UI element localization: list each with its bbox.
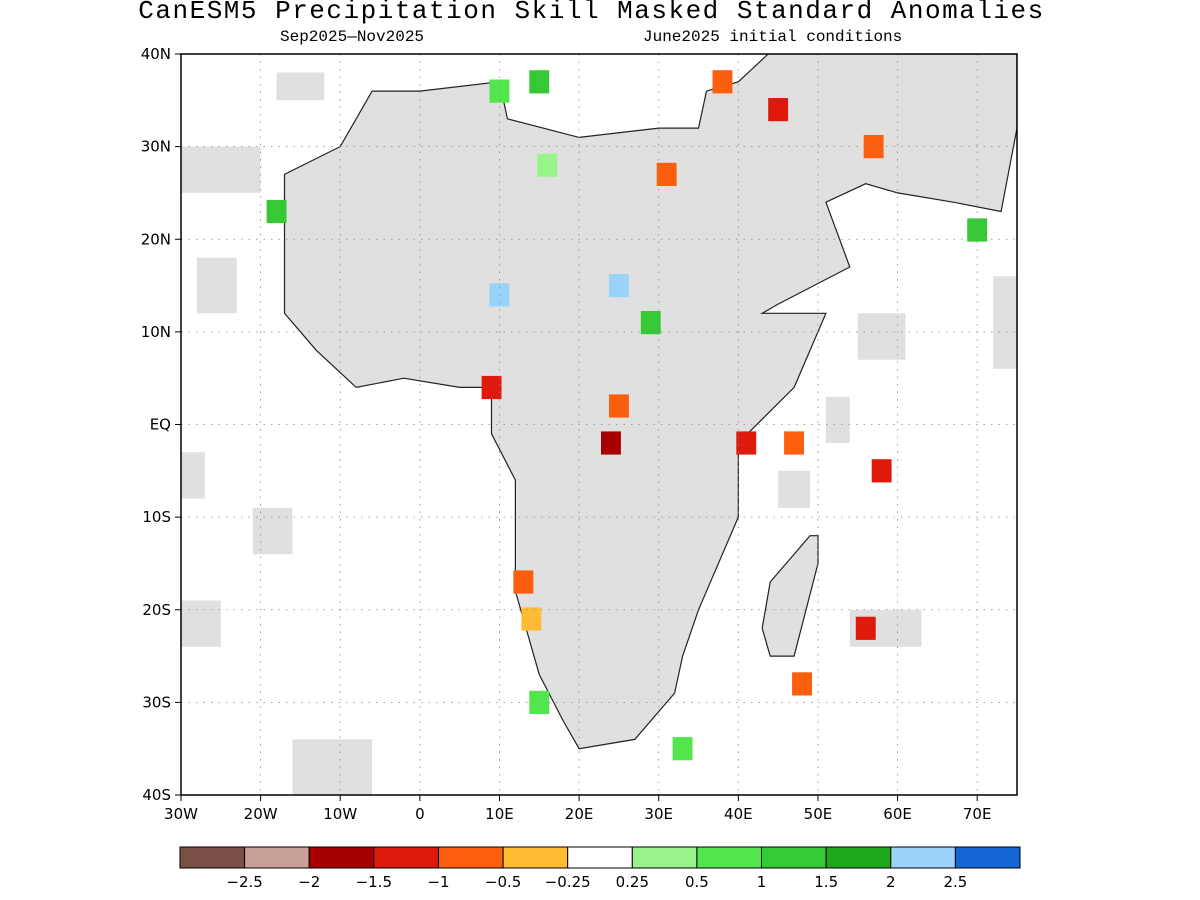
anomaly-patches [266, 70, 988, 761]
land-region [761, 535, 819, 657]
land-mask [181, 54, 1017, 795]
colorbar-swatch [696, 846, 763, 869]
anomaly-cell [601, 431, 621, 455]
colorbar-swatch [825, 846, 892, 869]
y-tick-label: 20S [142, 601, 171, 619]
colorbar-label: 2.5 [943, 873, 967, 891]
land-region [283, 54, 1017, 750]
land-region [252, 507, 293, 555]
anomaly-cell [266, 199, 287, 224]
x-tick-label: 30E [644, 805, 673, 823]
colorbar-swatch [567, 846, 633, 869]
x-tick-label: 10W [323, 805, 357, 823]
x-tick-label: 0 [415, 805, 425, 823]
initial-conditions: June2025 initial conditions [643, 28, 903, 46]
anomaly-cell [481, 375, 502, 400]
x-tick-label: 50E [804, 805, 833, 823]
anomaly-cell [855, 616, 876, 640]
land-region [292, 739, 373, 795]
colorbar-swatch [373, 846, 439, 869]
colorbar-swatch [761, 846, 827, 869]
y-tick-label: 40N [141, 45, 171, 63]
colorbar-swatch [438, 846, 504, 869]
anomaly-cell [529, 70, 550, 94]
anomaly-cell [871, 459, 892, 483]
anomaly-cell [489, 79, 510, 103]
land-region [825, 396, 850, 443]
anomaly-cell [672, 737, 693, 761]
land-region [276, 72, 325, 101]
land-region [196, 257, 237, 314]
x-tick-label: 20E [565, 805, 594, 823]
colorbar-swatch [890, 846, 956, 869]
x-tick-label: 10E [485, 805, 514, 823]
forecast-season: Sep2025—Nov2025 [280, 28, 425, 46]
colorbar-swatch [179, 846, 246, 869]
colorbar-label: 2 [886, 873, 896, 891]
colorbar-label: −2.5 [226, 873, 262, 891]
y-tick-label: 10S [142, 508, 171, 526]
anomaly-cell [609, 274, 629, 298]
anomaly-cell [537, 153, 558, 177]
colorbar-swatch [954, 846, 1021, 869]
anomaly-cell [736, 431, 757, 455]
colorbar-label: −1 [427, 873, 449, 891]
colorbar-label: −0.5 [485, 873, 521, 891]
colorbar-swatch [244, 846, 310, 869]
anomaly-cell [609, 394, 629, 418]
y-tick-label: 10N [141, 323, 171, 341]
x-tick-label: 60E [883, 805, 912, 823]
colorbar-label: 1 [757, 873, 767, 891]
anomaly-cell [792, 672, 812, 696]
anomaly-cell [640, 311, 661, 335]
colorbar-swatch [502, 846, 569, 869]
anomaly-cell [784, 431, 804, 455]
axis-ticks: 30W 20W 10W 0 10E 20E 30E 40E 50E 60E 70E 40N 30N 20N… [141, 45, 992, 823]
x-tick-label: 70E [963, 805, 992, 823]
x-tick-label: 30W [164, 805, 198, 823]
colorbar-label: −0.25 [545, 873, 591, 891]
land-region [778, 470, 810, 508]
anomaly-cell [712, 70, 733, 94]
colorbar-swatch [308, 846, 375, 869]
x-tick-label: 20W [244, 805, 278, 823]
land-region [993, 276, 1017, 369]
anomaly-cell [768, 98, 789, 122]
colorbar-label: 0.25 [616, 873, 649, 891]
anomaly-cell [863, 135, 884, 159]
y-tick-label: 40S [142, 786, 171, 804]
colorbar-label: 0.5 [685, 873, 709, 891]
anomaly-cell [529, 690, 550, 714]
colorbar-label: −2 [298, 873, 320, 891]
colorbar-label: 1.5 [814, 873, 838, 891]
land-region [857, 313, 906, 360]
anomaly-cell [967, 218, 988, 242]
colorbar-label: −1.5 [356, 873, 392, 891]
colorbar: −2.5 −2 −1.5 −1 −0.5 −0.25 0.25 0.5 1 1.5 2 2.5 [179, 846, 1021, 891]
y-tick-label: 20N [141, 230, 171, 248]
anomaly-cell [656, 162, 677, 186]
colorbar-swatch [631, 846, 698, 869]
y-tick-label: 30S [142, 693, 171, 711]
map-title: CanESM5 Precipitation Skill Masked Stand… [138, 0, 1045, 26]
anomaly-cell [513, 570, 534, 594]
land-region [181, 452, 205, 499]
x-tick-label: 40E [724, 805, 753, 823]
y-tick-label: EQ [150, 416, 171, 434]
land-region [181, 600, 221, 647]
anomaly-cell [521, 607, 542, 631]
land-region [181, 146, 261, 193]
y-tick-label: 30N [141, 138, 171, 156]
